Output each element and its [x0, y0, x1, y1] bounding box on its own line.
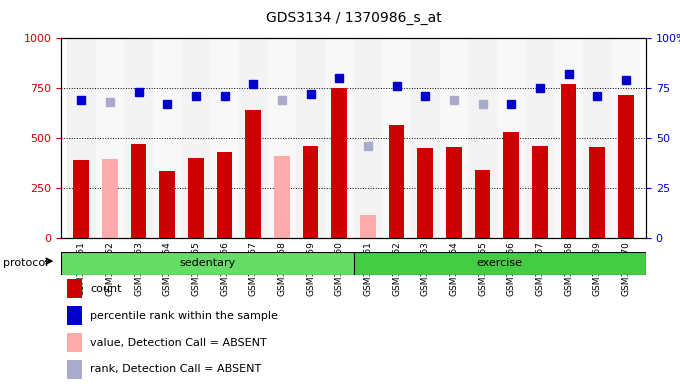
FancyBboxPatch shape [354, 252, 646, 275]
Bar [389, 125, 405, 238]
Bar [354, 38, 382, 238]
Bar [446, 147, 462, 238]
Bar [331, 88, 347, 238]
Bar [67, 306, 82, 325]
FancyBboxPatch shape [61, 252, 354, 275]
Bar [159, 171, 175, 238]
Bar [360, 215, 376, 238]
Bar [439, 38, 469, 238]
Bar [503, 132, 519, 238]
Text: count: count [90, 284, 122, 294]
Bar [182, 38, 210, 238]
Bar [245, 110, 261, 238]
Bar [618, 95, 634, 238]
Bar [561, 84, 577, 238]
Text: sedentary: sedentary [180, 258, 235, 268]
Text: protocol: protocol [3, 258, 49, 268]
Text: exercise: exercise [477, 258, 523, 268]
Bar [124, 38, 153, 238]
Bar [382, 38, 411, 238]
Bar [526, 38, 554, 238]
Bar [590, 147, 605, 238]
Text: value, Detection Call = ABSENT: value, Detection Call = ABSENT [90, 338, 267, 348]
Bar [296, 38, 325, 238]
Bar [611, 38, 641, 238]
Bar [67, 38, 96, 238]
Bar [96, 38, 124, 238]
Bar [217, 152, 233, 238]
Bar [325, 38, 354, 238]
Text: rank, Detection Call = ABSENT: rank, Detection Call = ABSENT [90, 364, 262, 374]
Bar [475, 170, 490, 238]
Text: percentile rank within the sample: percentile rank within the sample [90, 311, 278, 321]
Bar [239, 38, 268, 238]
Bar [210, 38, 239, 238]
Bar [67, 279, 82, 298]
Bar [554, 38, 583, 238]
Bar [73, 160, 89, 238]
Bar [188, 158, 204, 238]
Bar [583, 38, 611, 238]
Bar [303, 146, 318, 238]
Bar [67, 360, 82, 379]
Bar [532, 146, 548, 238]
Bar [469, 38, 497, 238]
Text: GDS3134 / 1370986_s_at: GDS3134 / 1370986_s_at [266, 11, 441, 25]
Bar [497, 38, 526, 238]
Bar [67, 333, 82, 352]
Bar [102, 159, 118, 238]
Bar [418, 148, 433, 238]
Bar [274, 156, 290, 238]
Bar [268, 38, 296, 238]
Bar [131, 144, 146, 238]
Bar [153, 38, 182, 238]
Bar [411, 38, 439, 238]
